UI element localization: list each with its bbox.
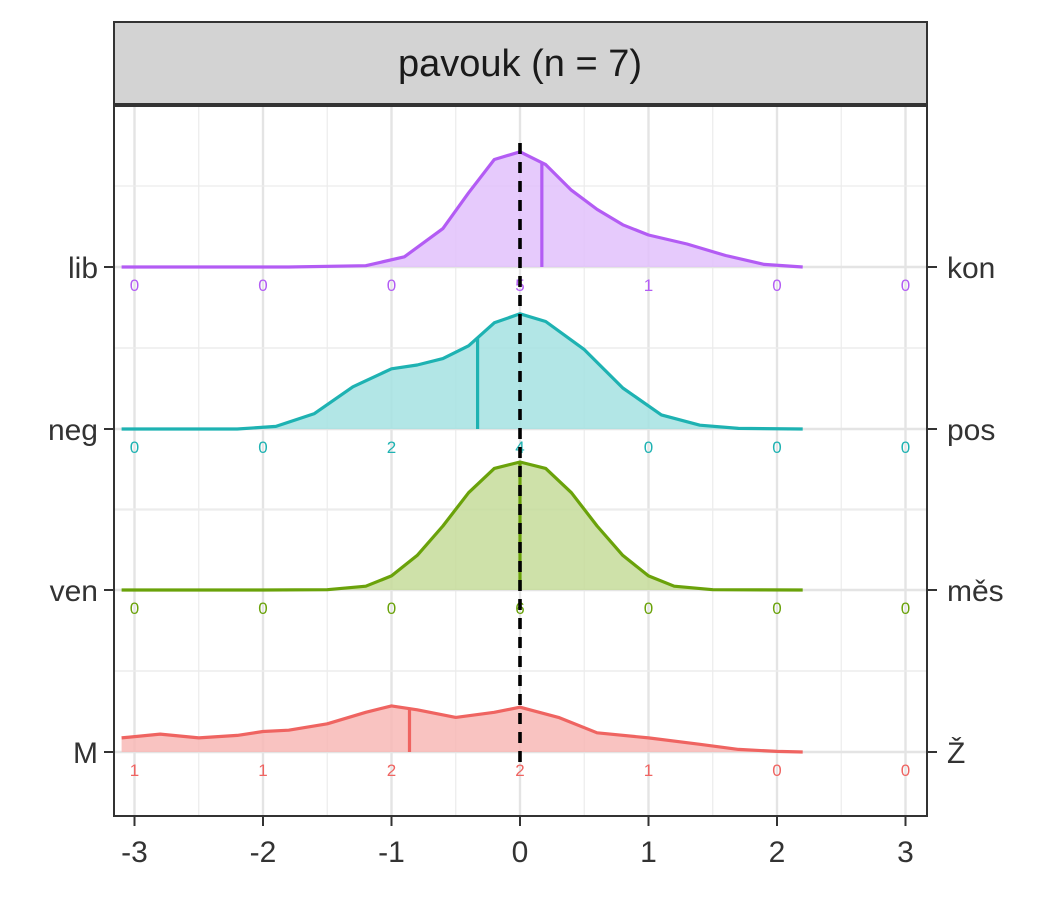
y-label-right: pos xyxy=(947,414,995,447)
count-label: 0 xyxy=(901,438,910,457)
count-label: 0 xyxy=(387,276,396,295)
y-label-left: ven xyxy=(50,575,98,608)
strip-header xyxy=(113,21,928,105)
y-label-left: neg xyxy=(48,414,98,447)
count-label: 1 xyxy=(644,761,653,780)
count-label: 2 xyxy=(387,761,396,780)
count-label: 0 xyxy=(772,599,781,618)
density-area-M xyxy=(121,705,803,752)
count-label: 0 xyxy=(258,276,267,295)
density-line-M xyxy=(121,704,803,754)
x-tick-label: 3 xyxy=(897,836,914,869)
count-label: 0 xyxy=(772,438,781,457)
count-label: 1 xyxy=(130,761,139,780)
strip-title: pavouk (n = 7) xyxy=(398,43,642,85)
count-label: 0 xyxy=(644,438,653,457)
count-label: 0 xyxy=(130,599,139,618)
count-label: 2 xyxy=(387,438,396,457)
density-area-ven xyxy=(121,462,803,590)
x-tick-label: 2 xyxy=(769,836,786,869)
count-label: 0 xyxy=(901,599,910,618)
count-label: 2 xyxy=(515,761,524,780)
y-label-right: kon xyxy=(947,252,995,285)
x-tick-label: 0 xyxy=(512,836,529,869)
density-line-lib xyxy=(121,150,803,269)
count-label: 0 xyxy=(901,761,910,780)
density-line-ven xyxy=(121,460,803,592)
ridge-layer xyxy=(121,150,803,754)
count-label: 0 xyxy=(387,599,396,618)
x-tick-label: -1 xyxy=(378,836,405,869)
x-tick-label: -3 xyxy=(121,836,148,869)
count-label: 1 xyxy=(644,276,653,295)
count-label: 0 xyxy=(130,276,139,295)
count-label: 0 xyxy=(258,599,267,618)
x-tick-label: 1 xyxy=(640,836,657,869)
y-label-left: lib xyxy=(68,252,98,285)
count-label: 0 xyxy=(258,438,267,457)
count-label: 0 xyxy=(772,761,781,780)
density-line-neg xyxy=(121,312,803,431)
count-label: 0 xyxy=(772,276,781,295)
y-label-right: měs xyxy=(947,575,1004,608)
count-label: 0 xyxy=(644,599,653,618)
x-tick-label: -2 xyxy=(250,836,277,869)
count-label: 0 xyxy=(901,276,910,295)
count-layer: 1122100000600000240000005100 xyxy=(130,276,910,780)
density-area-neg xyxy=(121,313,803,429)
count-label: 1 xyxy=(258,761,267,780)
count-label: 0 xyxy=(130,438,139,457)
y-label-right: Ž xyxy=(947,737,965,770)
density-area-lib xyxy=(121,151,803,267)
y-label-left: M xyxy=(73,737,98,770)
